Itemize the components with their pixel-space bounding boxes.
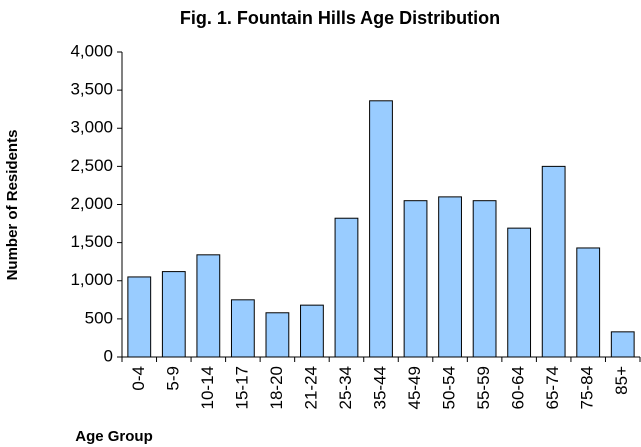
x-tick-label: 25-34 <box>336 366 355 409</box>
y-tick-label: 4,000 <box>70 41 113 60</box>
chart-title: Fig. 1. Fountain Hills Age Distribution <box>180 8 500 28</box>
x-tick-label: 15-17 <box>232 366 251 409</box>
bar <box>576 247 601 358</box>
x-tick-label: 45-49 <box>405 366 424 409</box>
bar <box>230 299 255 358</box>
bar <box>127 276 152 358</box>
x-tick-label: 75-84 <box>578 366 597 409</box>
x-tick-label: 18-20 <box>267 366 286 409</box>
x-tick-label: 5-9 <box>163 366 182 391</box>
x-tick-label: 10-14 <box>198 366 217 409</box>
bar <box>369 100 393 358</box>
y-axis-title: Number of Residents <box>4 130 21 281</box>
y-tick-label: 2,000 <box>70 194 113 213</box>
y-tick-label: 1,500 <box>70 232 113 251</box>
x-tick-label: 55-59 <box>474 366 493 409</box>
bar <box>438 196 462 358</box>
bar <box>196 254 221 358</box>
bar <box>265 312 290 358</box>
x-tick-label: 50-54 <box>440 366 459 409</box>
x-tick-label: 60-64 <box>509 366 528 409</box>
bar <box>610 331 635 358</box>
x-tick-label: 21-24 <box>301 366 320 409</box>
x-tick-label: 0-4 <box>129 366 148 391</box>
bar <box>334 217 359 358</box>
bar <box>507 227 532 358</box>
x-tick-label: 85+ <box>612 366 631 395</box>
y-tick-label: 3,500 <box>70 80 113 99</box>
y-tick-label: 500 <box>85 308 113 327</box>
bar <box>161 271 186 358</box>
y-tick-label: 2,500 <box>70 156 113 175</box>
bar <box>472 200 497 358</box>
y-tick-label: 1,000 <box>70 270 113 289</box>
bar <box>403 200 428 358</box>
x-tick-label: 35-44 <box>370 366 389 409</box>
y-tick-label: 3,000 <box>70 118 113 137</box>
x-tick-label: 65-74 <box>543 366 562 409</box>
y-tick-label: 0 <box>104 346 113 365</box>
bar <box>300 304 324 358</box>
bar <box>541 165 566 358</box>
x-axis-title: Age Group <box>75 428 153 445</box>
